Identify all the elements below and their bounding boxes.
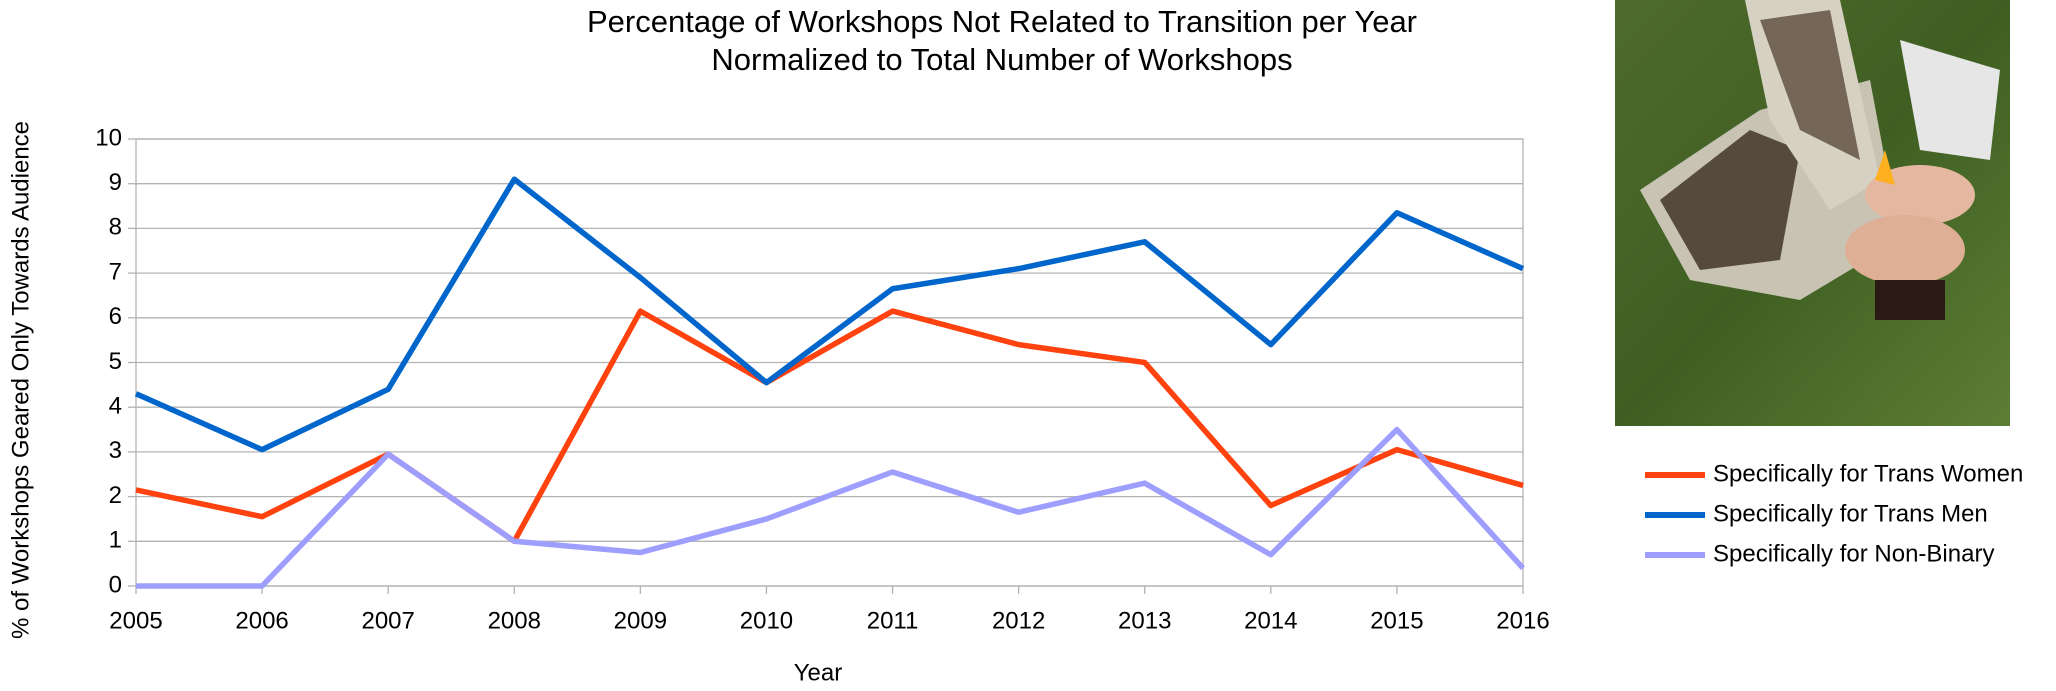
x-tick-label: 2016 (1496, 607, 1549, 634)
x-tick-label: 2006 (235, 607, 288, 634)
x-tick-label: 2014 (1244, 607, 1297, 634)
y-tick-label: 6 (109, 303, 122, 330)
legend-label: Specifically for Trans Women (1713, 460, 2023, 487)
y-tick-label: 7 (109, 258, 122, 285)
x-tick-label: 2010 (740, 607, 793, 634)
series-line (136, 179, 1523, 449)
legend-label: Specifically for Non-Binary (1713, 540, 1994, 567)
y-tick-label: 5 (109, 348, 122, 375)
y-tick-label: 0 (109, 571, 122, 598)
x-tick-label: 2007 (361, 607, 414, 634)
legend-label: Specifically for Trans Men (1713, 500, 1988, 527)
x-tick-label: 2013 (1118, 607, 1171, 634)
page: {"chart_data": {"type": "line", "title":… (0, 0, 2056, 686)
x-tick-label: 2005 (109, 607, 162, 634)
chart-title: Normalized to Total Number of Workshops (711, 42, 1292, 77)
series-line (136, 430, 1523, 586)
y-tick-label: 4 (109, 393, 122, 420)
x-tick-label: 2011 (867, 607, 919, 634)
x-tick-label: 2015 (1370, 607, 1423, 634)
chart-title: Percentage of Workshops Not Related to T… (587, 4, 1417, 39)
y-axis-label: % of Workshops Geared Only Towards Audie… (7, 121, 34, 639)
photo (1615, 0, 2010, 426)
chart: Percentage of Workshops Not Related to T… (0, 0, 2056, 686)
x-tick-label: 2008 (488, 607, 541, 634)
y-tick-label: 8 (109, 214, 122, 241)
y-tick-label: 10 (95, 124, 122, 151)
y-tick-label: 1 (109, 527, 122, 554)
x-axis-label: Year (794, 659, 843, 686)
series-line (136, 311, 1523, 541)
x-tick-label: 2012 (992, 607, 1045, 634)
x-tick-label: 2009 (614, 607, 667, 634)
y-tick-label: 2 (109, 482, 122, 509)
y-tick-label: 9 (109, 169, 122, 196)
y-tick-label: 3 (109, 437, 122, 464)
